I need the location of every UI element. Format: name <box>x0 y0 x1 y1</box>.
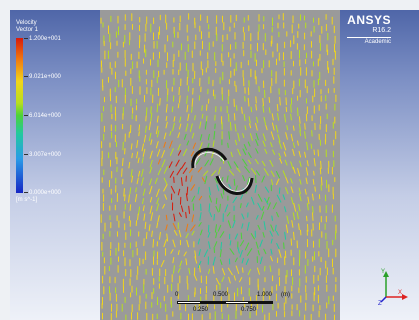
legend-label-4: 3.007e+000 <box>29 152 61 158</box>
ansys-logo: ANSYS R16.2 Academic <box>347 14 391 46</box>
legend-label-max: 1.200e+001 <box>29 36 61 42</box>
legend-unit: [m s^-1] <box>16 197 38 203</box>
scale-label-unit: (m) <box>281 292 290 298</box>
savonius-blade-right <box>215 175 254 195</box>
scale-segment <box>177 301 201 304</box>
coordinate-axes-icon: Y X Z <box>378 269 408 305</box>
axis-x-label: X <box>398 290 402 296</box>
scale-bar: 0 0.500 1.000 (m) 0.250 0.750 <box>165 292 305 318</box>
legend-tick <box>24 76 28 77</box>
legend-color-bar <box>16 38 23 193</box>
vector-arrows <box>100 13 337 320</box>
brand-version: R16.2 <box>372 27 391 34</box>
viewport[interactable]: Velocity Vector 1 1.200e+001 9.021e+000 … <box>10 10 419 320</box>
legend-tick <box>24 115 28 116</box>
brand-name: ANSYS <box>347 13 391 27</box>
scale-label-1000: 1.000 <box>257 292 273 298</box>
scale-segment <box>225 301 249 304</box>
scale-label-0: 0 <box>175 292 179 298</box>
scale-segment <box>249 301 273 304</box>
savonius-blade-left <box>191 147 228 169</box>
scale-label-0750: 0.750 <box>241 307 257 313</box>
legend-label-3: 6.014e+000 <box>29 113 61 119</box>
legend-tick <box>24 192 28 193</box>
axis-y-label: Y <box>381 269 385 275</box>
legend-tick <box>24 154 28 155</box>
axis-z-label: Z <box>378 301 382 305</box>
legend-tick <box>24 38 28 39</box>
legend-title-line1: Velocity <box>16 20 37 26</box>
legend-label-2: 9.021e+000 <box>29 74 61 80</box>
velocity-vector-field <box>100 13 337 320</box>
scale-label-0250: 0.250 <box>193 307 209 313</box>
brand-edition: Academic <box>347 37 391 46</box>
legend-title: Velocity Vector 1 <box>16 20 38 34</box>
legend-title-line2: Vector 1 <box>16 27 39 33</box>
scale-segment <box>201 301 225 304</box>
scale-label-0500: 0.500 <box>213 292 229 298</box>
legend-label-min: 0.000e+000 <box>29 190 61 196</box>
